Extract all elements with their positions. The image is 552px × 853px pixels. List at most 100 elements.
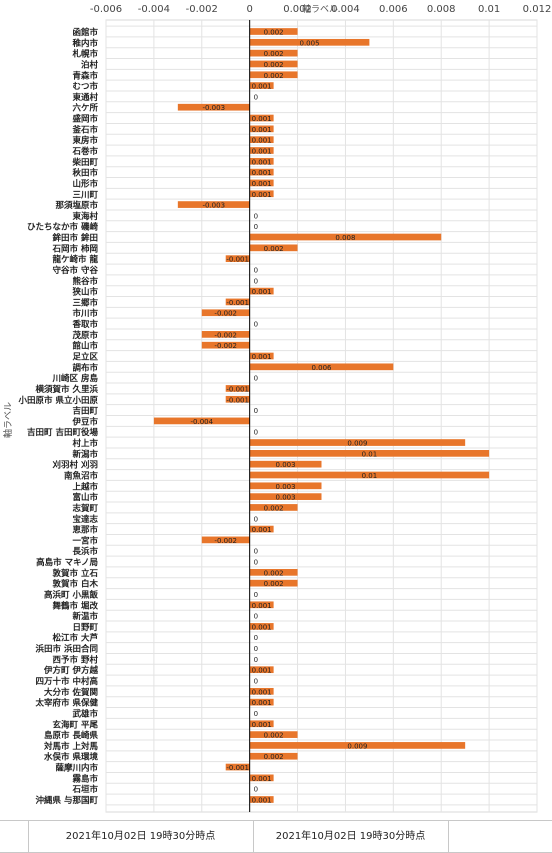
category-label: 西予市 野村 [53,654,99,665]
category-label: 横須賀市 久里浜 [35,384,99,395]
bar [225,395,250,403]
category-label: 刈羽村 刈羽 [53,460,98,471]
data-label: 0.01 [362,472,378,480]
bar [249,450,490,457]
data-label: 0 [254,212,258,220]
data-label: 0.001 [252,191,272,199]
x-tick-label: 0 [246,4,252,15]
bar [249,471,490,479]
category-label: 柴田町 [71,157,98,168]
category-label: 長浜市 [72,546,98,557]
data-label: 0 [254,515,258,523]
category-label: 館山市 [71,341,98,352]
data-label: -0.003 [202,202,225,210]
category-label: 香取市 [71,319,98,330]
data-label: 0 [254,678,258,686]
bar [249,71,298,79]
data-label: 0.003 [276,494,296,502]
category-label: 高浜町 小黒飯 [44,589,98,600]
data-label: 0 [254,266,258,274]
category-label: 玄海町 平尾 [53,719,99,730]
data-label: 0 [254,321,258,329]
bar [201,341,250,349]
bar [249,363,394,371]
category-label: 東房市 [72,135,98,146]
category-label: 敦賀市 白木 [53,579,99,590]
category-label: 市川市 [72,308,98,319]
data-label: 0.001 [252,137,272,145]
category-label: 上越市 [72,481,98,492]
bar [249,579,298,587]
bar [249,157,274,165]
category-label: 石垣市 [71,784,98,795]
data-label: 0.005 [300,39,320,47]
data-label: 0.001 [252,158,272,166]
category-label: 富山市 [72,492,98,503]
data-label: 0 [254,407,258,415]
data-label: 0.001 [252,602,272,610]
data-label: 0.001 [252,623,272,631]
category-label: 伊方町 伊方越 [43,665,98,676]
category-label: 守谷市 守谷 [53,265,99,276]
category-label: 泊村 [81,59,99,70]
data-label: -0.004 [190,418,213,426]
data-label: 0 [254,429,258,437]
data-label: 0.002 [264,245,284,253]
data-label: 0.001 [252,721,272,729]
category-label: 宝達志 [72,514,98,525]
data-label: 0 [254,559,258,567]
category-label: 龍ケ崎市 龍 [53,254,99,265]
data-label: -0.001 [226,764,249,772]
data-label: 0 [254,93,258,101]
category-label: 足立区 [72,352,98,363]
bar [249,504,298,511]
category-label: 札幌市 [71,49,98,60]
data-label: -0.002 [214,537,237,545]
category-label: 薩摩川内市 [55,763,98,774]
category-label: 高島市 マキノ局 [36,557,98,568]
bar [177,103,250,111]
data-label: 0.002 [264,50,284,58]
bar [249,601,274,609]
category-label: 石巻市 [71,146,98,157]
data-label: -0.001 [226,299,249,307]
category-label: 青森市 [72,70,98,81]
bar [249,493,322,500]
bar [249,125,274,133]
data-label: 0.001 [252,288,272,296]
bar [153,417,250,425]
footer-cell-blank-right [448,821,552,852]
category-label: 大分市 佐賀関 [44,687,98,698]
data-label: 0 [254,548,258,556]
bar [225,385,250,392]
bar [249,720,274,728]
x-axis-title: 軸ラベル [302,3,338,15]
bar [249,687,274,695]
bar [201,331,250,338]
data-label: 0.006 [311,364,332,372]
data-label: 0.001 [252,147,272,155]
category-label: 三郷市 [72,297,98,308]
bar [225,298,250,306]
data-label: 0 [254,223,258,231]
bar [249,731,298,738]
data-label: 0 [254,656,258,664]
data-label: -0.001 [226,396,249,404]
category-label: 島原市 長崎県 [44,730,98,741]
bars: 0.002 0.005 0.002 0.002 0.002 0.001 0 -0.003 0.0… [153,28,490,805]
category-label: 吉田町 吉田町役場 [27,427,98,438]
data-label: 0.001 [252,353,272,361]
axes: -0.006 -0.004 -0.002 0 0.002 0.004 0.006 0.008 0… [18,4,552,812]
category-label: 石岡市 柿岡 [52,243,98,254]
bar [225,255,250,263]
category-label: 太宰府市 県保健 [35,698,99,709]
category-label: 村上市 [72,438,98,449]
bar [249,114,274,122]
category-label: 秋田市 [71,168,98,179]
data-label: 0.008 [335,234,355,242]
x-tick-label: 0.012 [523,4,552,15]
data-label: 0.001 [252,83,272,91]
data-label: 0 [254,277,258,285]
data-label: -0.002 [214,310,237,318]
category-label: 新温市 [72,611,98,622]
